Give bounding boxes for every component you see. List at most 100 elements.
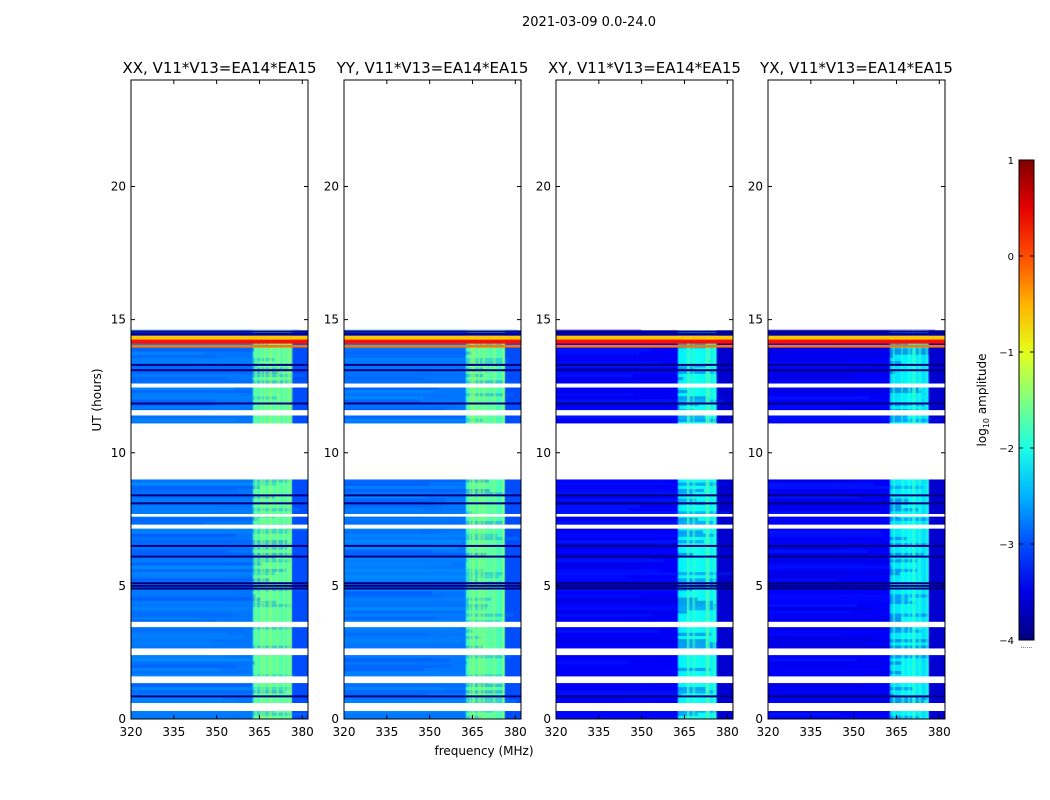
heatmap-row (768, 540, 861, 544)
heatmap-row (344, 671, 439, 675)
heatmap-row (344, 549, 432, 553)
heatmap-row (768, 639, 933, 643)
heatmap-row (131, 364, 258, 368)
y-tick-label: 5 (118, 579, 126, 593)
data-gap (131, 703, 308, 712)
heatmap-row (344, 396, 424, 400)
data-gap (131, 423, 308, 480)
heatmap-row (556, 367, 695, 371)
heatmap-row (556, 364, 709, 368)
dark-line (556, 502, 733, 505)
heatmap-row (556, 613, 651, 617)
heatmap-row (344, 354, 466, 358)
heatmap-row (344, 479, 489, 483)
x-tick-label: 380 (928, 725, 951, 739)
heatmap-row (131, 520, 203, 525)
data-gap (344, 513, 521, 517)
heatmap-row (131, 354, 217, 358)
heatmap-row (131, 393, 240, 397)
heatmap-row (131, 373, 306, 378)
dark-line (131, 582, 308, 585)
heatmap-row (131, 367, 289, 371)
heatmap-row (768, 629, 922, 633)
heatmap-row (768, 607, 876, 611)
data-gap (131, 410, 308, 416)
rfi-streak (907, 479, 911, 719)
colorbar-extra: ...... (1021, 643, 1033, 650)
heatmap-row (556, 386, 672, 390)
heatmap-row (556, 552, 694, 557)
y-tick-label: 20 (536, 180, 551, 194)
heatmap-row (556, 664, 628, 668)
heatmap-row (768, 616, 902, 620)
heatmap-row (131, 616, 203, 620)
dark-line (556, 330, 733, 333)
rfi-streak (907, 330, 911, 424)
heatmap-row (556, 396, 710, 400)
heatmap-row (556, 498, 697, 502)
heatmap-row (344, 642, 428, 646)
heatmap-row (556, 536, 640, 541)
heatmap-row (344, 626, 460, 630)
heatmap-row (131, 607, 253, 611)
heatmap-row (131, 693, 227, 697)
data-gap (768, 513, 945, 517)
heatmap-row (344, 498, 445, 502)
data-gap (768, 383, 945, 388)
heatmap-row (768, 600, 916, 604)
dark-line (556, 544, 733, 547)
rfi-streak (263, 479, 266, 719)
data-gap (556, 410, 733, 416)
heatmap-row (131, 588, 304, 592)
heatmap-row (768, 508, 919, 512)
y-tick-label: 15 (324, 313, 339, 327)
heatmap-row (556, 610, 688, 614)
rfi-streak (708, 479, 711, 719)
heatmap-row (344, 373, 484, 378)
rfi-streak (260, 479, 264, 719)
heatmap-row (131, 370, 280, 374)
heatmap-row (768, 642, 869, 646)
rfi-streak (502, 479, 505, 719)
heatmap-row (131, 562, 263, 566)
x-tick-label: 335 (375, 725, 398, 739)
heatmap-row (556, 667, 711, 672)
heatmap-row (556, 348, 652, 352)
panel-yx: YX, V11*V13=EA14*EA15 320 335 350 365 380 0 5 10… (748, 59, 953, 739)
rfi-streak (712, 479, 716, 719)
x-tick-label: 320 (120, 725, 143, 739)
heatmap-row (344, 508, 424, 512)
heatmap-row (556, 619, 630, 624)
heatmap-row (556, 540, 704, 544)
rfi-streak (493, 330, 496, 424)
rfi-streak (918, 479, 922, 719)
dark-line (556, 584, 733, 587)
heatmap-row (344, 572, 504, 576)
panel-frame (343, 79, 522, 720)
rfi-streak (282, 330, 286, 424)
data-gap (768, 703, 945, 712)
heatmap-cells (131, 329, 308, 719)
hot-row (768, 339, 945, 344)
heatmap-row (768, 559, 917, 563)
heatmap-row (556, 642, 720, 646)
rfi-streak (472, 330, 476, 424)
heatmap-row (768, 399, 884, 403)
dark-line (768, 544, 945, 547)
x-tick-label: 380 (291, 725, 314, 739)
dark-line (344, 582, 521, 585)
data-gap (768, 423, 945, 480)
heatmap-row (768, 485, 923, 489)
heatmap-row (131, 619, 216, 624)
heatmap-row (768, 671, 902, 675)
x-tick-label: 335 (799, 725, 822, 739)
rfi-streak (925, 330, 928, 424)
heatmap-row (768, 530, 882, 534)
y-tick-label: 0 (543, 712, 551, 726)
heatmap-row (556, 671, 677, 675)
heatmap-row (768, 546, 842, 550)
heatmap-row (768, 594, 933, 598)
heatmap-row (131, 578, 270, 582)
x-tick-label: 380 (504, 725, 527, 739)
heatmap-row (344, 578, 478, 582)
